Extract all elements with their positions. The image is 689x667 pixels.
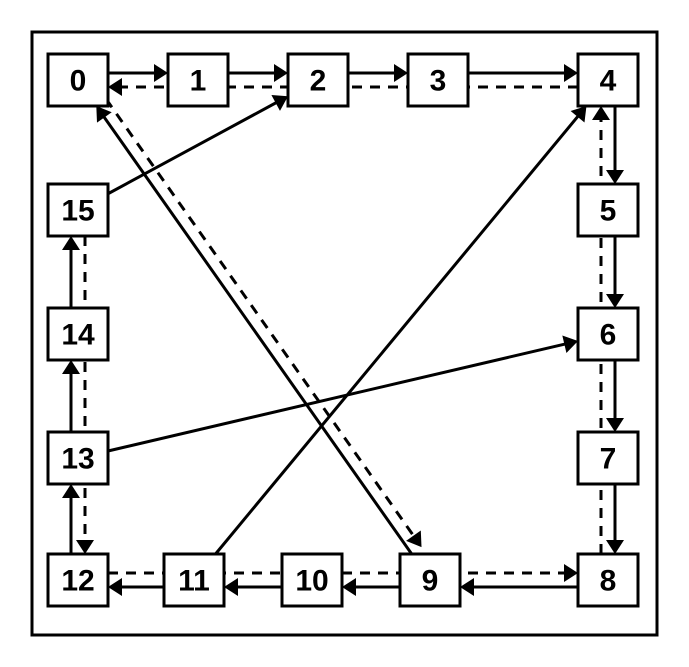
node-15-label: 15 [61,195,94,228]
node-1: 1 [168,54,228,106]
node-7-label: 7 [600,443,617,476]
node-11: 11 [164,554,224,606]
node-8-label: 8 [600,565,617,598]
edge-8-9 [460,578,578,596]
edge-11-12 [108,578,164,596]
edge-6-7 [606,360,624,432]
edge-5-6 [606,236,624,308]
node-7: 7 [578,432,638,484]
node-5-label: 5 [600,195,617,228]
edge-14-15 [62,236,80,308]
edge-13-14 [62,360,80,432]
node-10: 10 [282,554,342,606]
node-3: 3 [408,54,468,106]
node-1-label: 1 [190,65,207,98]
node-6: 6 [578,308,638,360]
node-3-label: 3 [430,65,447,98]
node-9: 9 [400,554,460,606]
node-10-label: 10 [295,565,328,598]
edge-7-8 [606,484,624,554]
edge-13-6 [108,335,578,451]
node-12-label: 12 [61,565,94,598]
node-13: 13 [48,432,108,484]
edge-4-5 [606,106,624,184]
node-8: 8 [578,554,638,606]
network-diagram: 0123456789101112131415 [0,0,689,667]
node-2-label: 2 [310,65,327,98]
outer-frame [32,32,657,635]
node-14-label: 14 [61,319,95,352]
edge-9-0 [96,106,411,554]
edge-15-12 [76,236,94,554]
node-12: 12 [48,554,108,606]
edge-0-1 [108,64,168,82]
edge-11-4 [216,106,587,554]
node-11-label: 11 [178,565,210,598]
edge-12-13 [62,484,80,554]
node-4-label: 4 [600,65,617,98]
edge-2-3 [348,64,408,82]
node-0-label: 0 [70,65,87,98]
node-13-label: 13 [61,443,94,476]
edge-15-2 [108,95,288,194]
edge-10-11 [224,578,282,596]
node-14: 14 [48,308,108,360]
edge-9-10 [342,578,400,596]
node-5: 5 [578,184,638,236]
node-4: 4 [578,54,638,106]
node-6-label: 6 [600,319,617,352]
node-0: 0 [48,54,108,106]
node-9-label: 9 [422,565,439,598]
edge-1-2 [228,64,288,82]
node-15: 15 [48,184,108,236]
edge-0-9 [106,99,421,547]
node-2: 2 [288,54,348,106]
edge-3-4 [468,64,578,82]
